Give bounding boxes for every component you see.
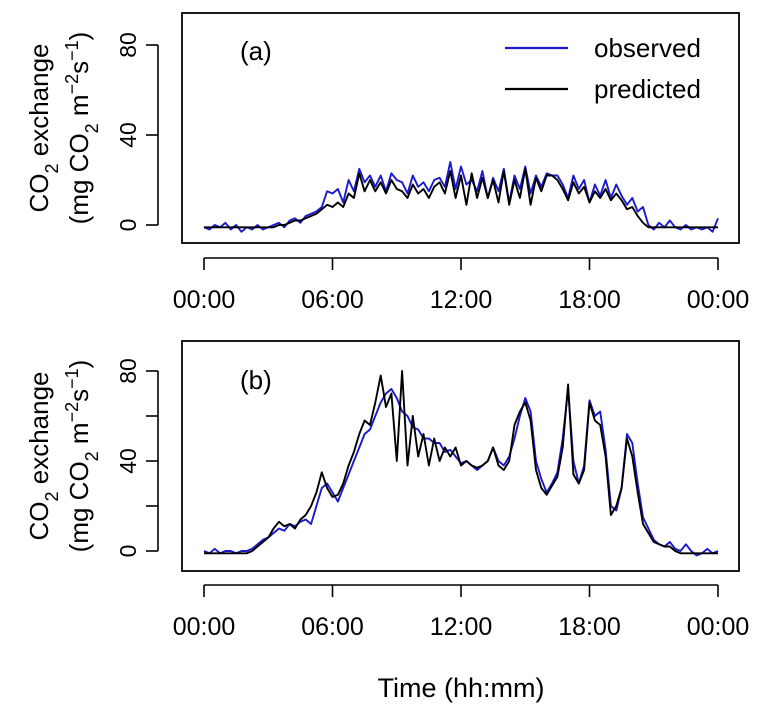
panel-b-series-observed (203, 388, 719, 557)
panel-a-ylabel-line1: CO2 exchange (24, 44, 62, 213)
panel-a-tag: (a) (240, 36, 272, 66)
panel-b-frame (181, 340, 740, 572)
panel-b-xtick-label: 18:00 (558, 613, 621, 641)
panel-a-xtick-label: 06:00 (301, 286, 364, 314)
panel-b-xtick-label: 06:00 (301, 613, 364, 641)
panel-a-xtick-label: 00:00 (173, 286, 236, 314)
panel-a-xtick-label: 12:00 (430, 286, 493, 314)
panel-a-xtick-label: 18:00 (558, 286, 621, 314)
panel-b-xtick-label: 12:00 (430, 613, 493, 641)
panel-b-ylabel-line1: CO2 exchange (24, 372, 62, 541)
panel-a: 0 40 80 00:00 06:00 12:00 18:00 00:00 CO2 exch… (24, 12, 750, 314)
panel-b-tag: (b) (240, 365, 272, 395)
panel-b-xtick-label: 00:00 (687, 613, 750, 641)
panel-a-ylabel: CO2 exchange (mg CO2 m−2s−1) (24, 32, 102, 225)
legend: observed predicted (505, 33, 701, 104)
panel-a-series-observed (203, 161, 719, 233)
panel-b-ylabel: CO2 exchange (mg CO2 m−2s−1) (24, 360, 102, 553)
panel-b-series-predicted (204, 370, 718, 555)
panel-b-ytick-label: 0 (115, 545, 141, 558)
panel-a-ytick-label: 40 (115, 122, 141, 148)
panel-a-ytick-label: 0 (115, 219, 141, 232)
panel-a-frame (181, 12, 740, 244)
panel-b-ytick-label: 80 (115, 358, 141, 384)
panel-b-ylabel-line2: (mg CO2 m−2s−1) (62, 360, 102, 553)
x-axis-label: Time (hh:mm) (378, 673, 545, 703)
panel-a-series-predicted (204, 167, 718, 229)
legend-predicted-label: predicted (594, 74, 701, 104)
panel-a-ylabel-line2: (mg CO2 m−2s−1) (62, 32, 102, 225)
panel-b: 0 40 80 00:00 06:00 12:00 18:00 00:00 CO2 exch… (24, 340, 750, 641)
legend-observed-label: observed (594, 33, 701, 63)
panel-a-ytick-label: 80 (115, 32, 141, 58)
panel-b-xtick-label: 00:00 (173, 613, 236, 641)
panel-a-xtick-label: 00:00 (687, 286, 750, 314)
panel-b-ytick-label: 40 (115, 448, 141, 474)
